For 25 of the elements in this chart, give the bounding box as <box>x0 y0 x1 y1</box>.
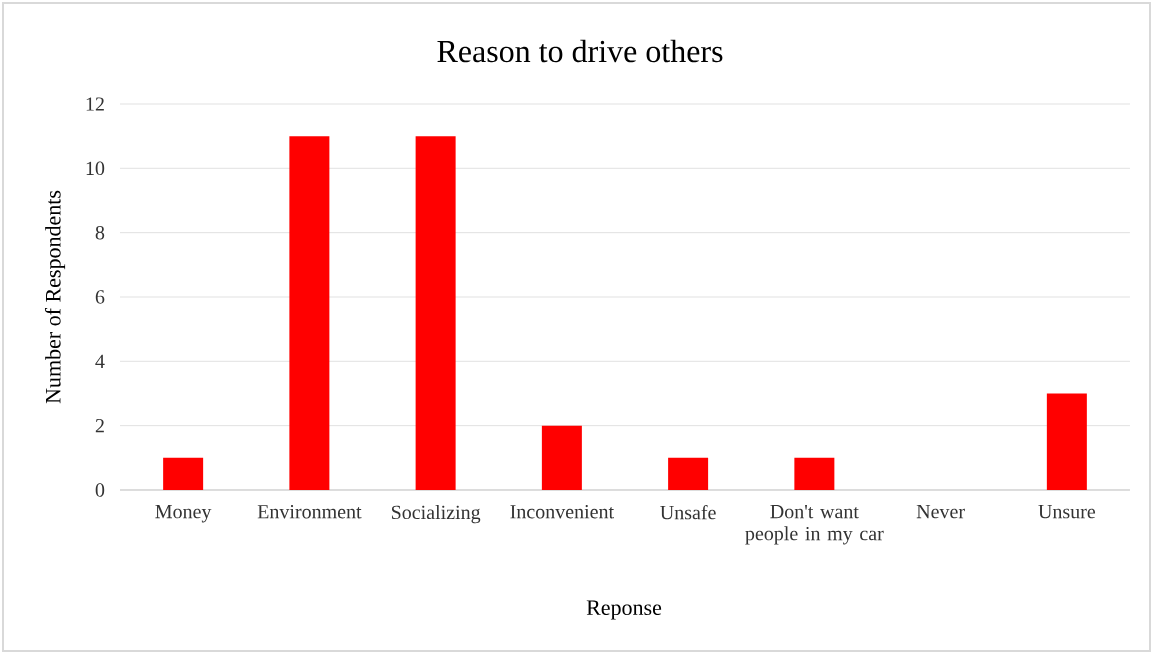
y-tick-label: 6 <box>95 290 105 304</box>
x-tick-label: Unsure <box>1038 505 1096 519</box>
y-tick-label: 4 <box>95 354 105 368</box>
x-tick-label: Inconvenient <box>510 505 614 519</box>
y-tick-label: 10 <box>86 161 105 176</box>
bar <box>163 457 204 490</box>
bar <box>794 457 835 490</box>
bar <box>668 457 709 490</box>
y-tick-label: 2 <box>95 419 104 433</box>
x-tick-label: Unsafe <box>660 505 716 520</box>
bar <box>289 136 330 490</box>
bar <box>1046 393 1087 490</box>
y-tick-label: 8 <box>95 225 105 240</box>
bar <box>541 425 582 490</box>
x-tick-label: Never <box>916 505 965 519</box>
x-tick-label: Money <box>155 505 212 523</box>
chart-title: Reason to drive others <box>437 39 723 63</box>
x-tick-label: Don't want people in my car <box>745 505 884 545</box>
y-tick-label: 0 <box>95 483 105 497</box>
y-axis-title: Number of Respondents <box>44 190 66 404</box>
x-tick-label: Environment <box>257 505 362 519</box>
bar <box>415 136 456 490</box>
x-axis-title: Reponse <box>586 600 662 620</box>
y-tick-label: 12 <box>86 97 104 111</box>
x-tick-label: Socializing <box>391 505 481 524</box>
